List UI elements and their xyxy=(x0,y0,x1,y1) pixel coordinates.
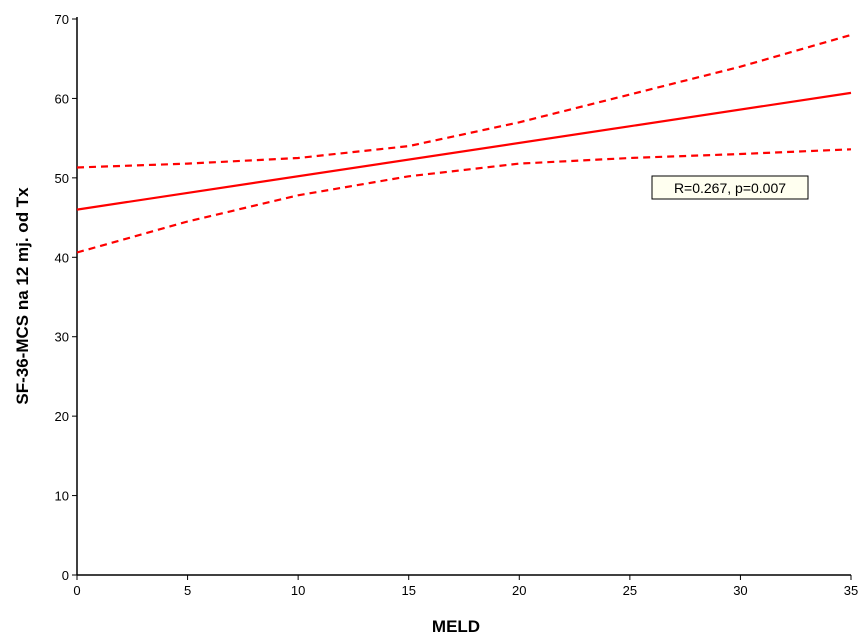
x-tick-label: 25 xyxy=(623,583,637,598)
axis-ticks: 0 10 20 30 40 50 60 70 0 5 10 15 20 25 30 35 xyxy=(55,12,859,598)
y-tick-label: 20 xyxy=(55,409,69,424)
lower-ci-line xyxy=(76,148,852,254)
stat-annotation: R=0.267, p=0.007 xyxy=(651,175,809,200)
y-tick-label: 60 xyxy=(55,91,69,106)
x-tick-label: 30 xyxy=(733,583,747,598)
y-tick-label: 30 xyxy=(55,330,69,345)
axes xyxy=(76,17,851,576)
fit-line xyxy=(76,91,852,211)
y-tick-label: 0 xyxy=(62,568,69,583)
x-tick-label: 10 xyxy=(291,583,305,598)
y-axis-title: SF-36-MCS na 12 mj. od Tx xyxy=(13,187,32,405)
x-axis-title: MELD xyxy=(432,617,480,636)
annotation-layer: R=0.267, p=0.007 xyxy=(651,175,809,200)
annotation-box xyxy=(651,175,809,200)
y-tick-label: 10 xyxy=(55,489,69,504)
x-tick-label: 5 xyxy=(184,583,191,598)
series-layer xyxy=(76,33,852,254)
x-tick-label: 0 xyxy=(73,583,80,598)
x-tick-label: 15 xyxy=(401,583,415,598)
y-tick-label: 50 xyxy=(55,171,69,186)
y-tick-label: 70 xyxy=(55,12,69,27)
upper-ci-line xyxy=(76,33,852,169)
x-tick-label: 35 xyxy=(844,583,858,598)
y-tick-label: 40 xyxy=(55,250,69,265)
annotation-text: R=0.267, p=0.007 xyxy=(674,180,786,196)
x-tick-label: 20 xyxy=(512,583,526,598)
